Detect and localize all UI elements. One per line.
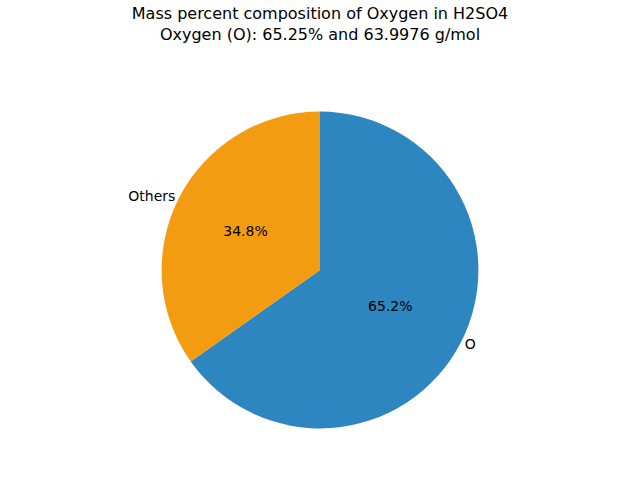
- svg-text:Mass percent composition of Ox: Mass percent composition of Oxygen in H2…: [132, 4, 508, 44]
- svg-text:65.2%: 65.2%: [368, 298, 412, 314]
- svg-text:34.8%: 34.8%: [223, 223, 267, 239]
- svg-text:O: O: [465, 336, 476, 352]
- svg-text:Others: Others: [128, 188, 175, 204]
